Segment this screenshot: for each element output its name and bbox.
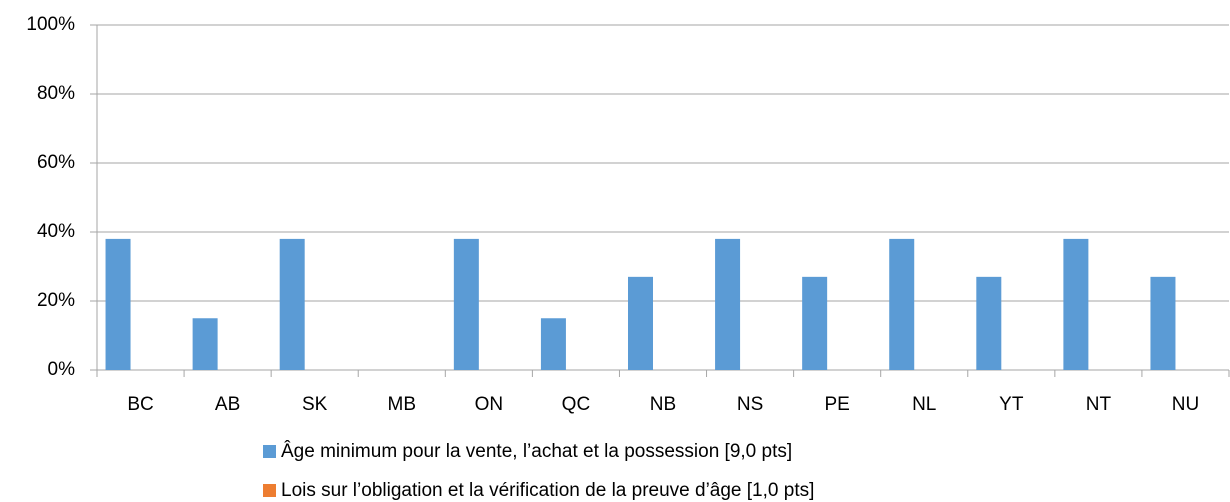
bar	[192, 318, 218, 370]
bar	[889, 238, 915, 370]
x-tick-label: MB	[388, 394, 417, 415]
x-tick-label: AB	[215, 394, 240, 415]
x-tick-label: NB	[650, 394, 676, 415]
x-tick-label: PE	[824, 394, 849, 415]
x-tick-label: NU	[1172, 394, 1199, 415]
x-tick-label: QC	[562, 394, 591, 415]
y-tick-label: 0%	[48, 359, 76, 380]
x-tick-label: NT	[1086, 394, 1112, 415]
x-tick-label: YT	[999, 394, 1024, 415]
x-tick-label: BC	[127, 394, 153, 415]
bar	[1063, 238, 1089, 370]
y-tick-label: 100%	[26, 14, 75, 35]
bar	[279, 238, 305, 370]
bar	[1150, 276, 1176, 370]
bar	[540, 318, 566, 370]
x-tick-label: NS	[737, 394, 763, 415]
legend-swatch	[263, 445, 276, 458]
x-tick-label: SK	[302, 394, 328, 415]
legend-swatch	[263, 484, 276, 497]
bar	[628, 276, 653, 370]
legend-label: Âge minimum pour la vente, l’achat et la…	[281, 440, 792, 462]
legend-label: Lois sur l’obligation et la vérification…	[281, 480, 814, 501]
y-tick-label: 40%	[37, 221, 75, 242]
y-tick-label: 80%	[37, 83, 75, 104]
bar	[105, 238, 131, 370]
bar	[715, 238, 741, 370]
y-tick-label: 60%	[37, 152, 75, 173]
y-tick-label: 20%	[37, 290, 75, 311]
x-tick-label: ON	[475, 394, 504, 415]
bar	[976, 276, 1002, 370]
x-tick-label: NL	[912, 394, 936, 415]
bar	[453, 238, 479, 370]
bar	[802, 276, 828, 370]
